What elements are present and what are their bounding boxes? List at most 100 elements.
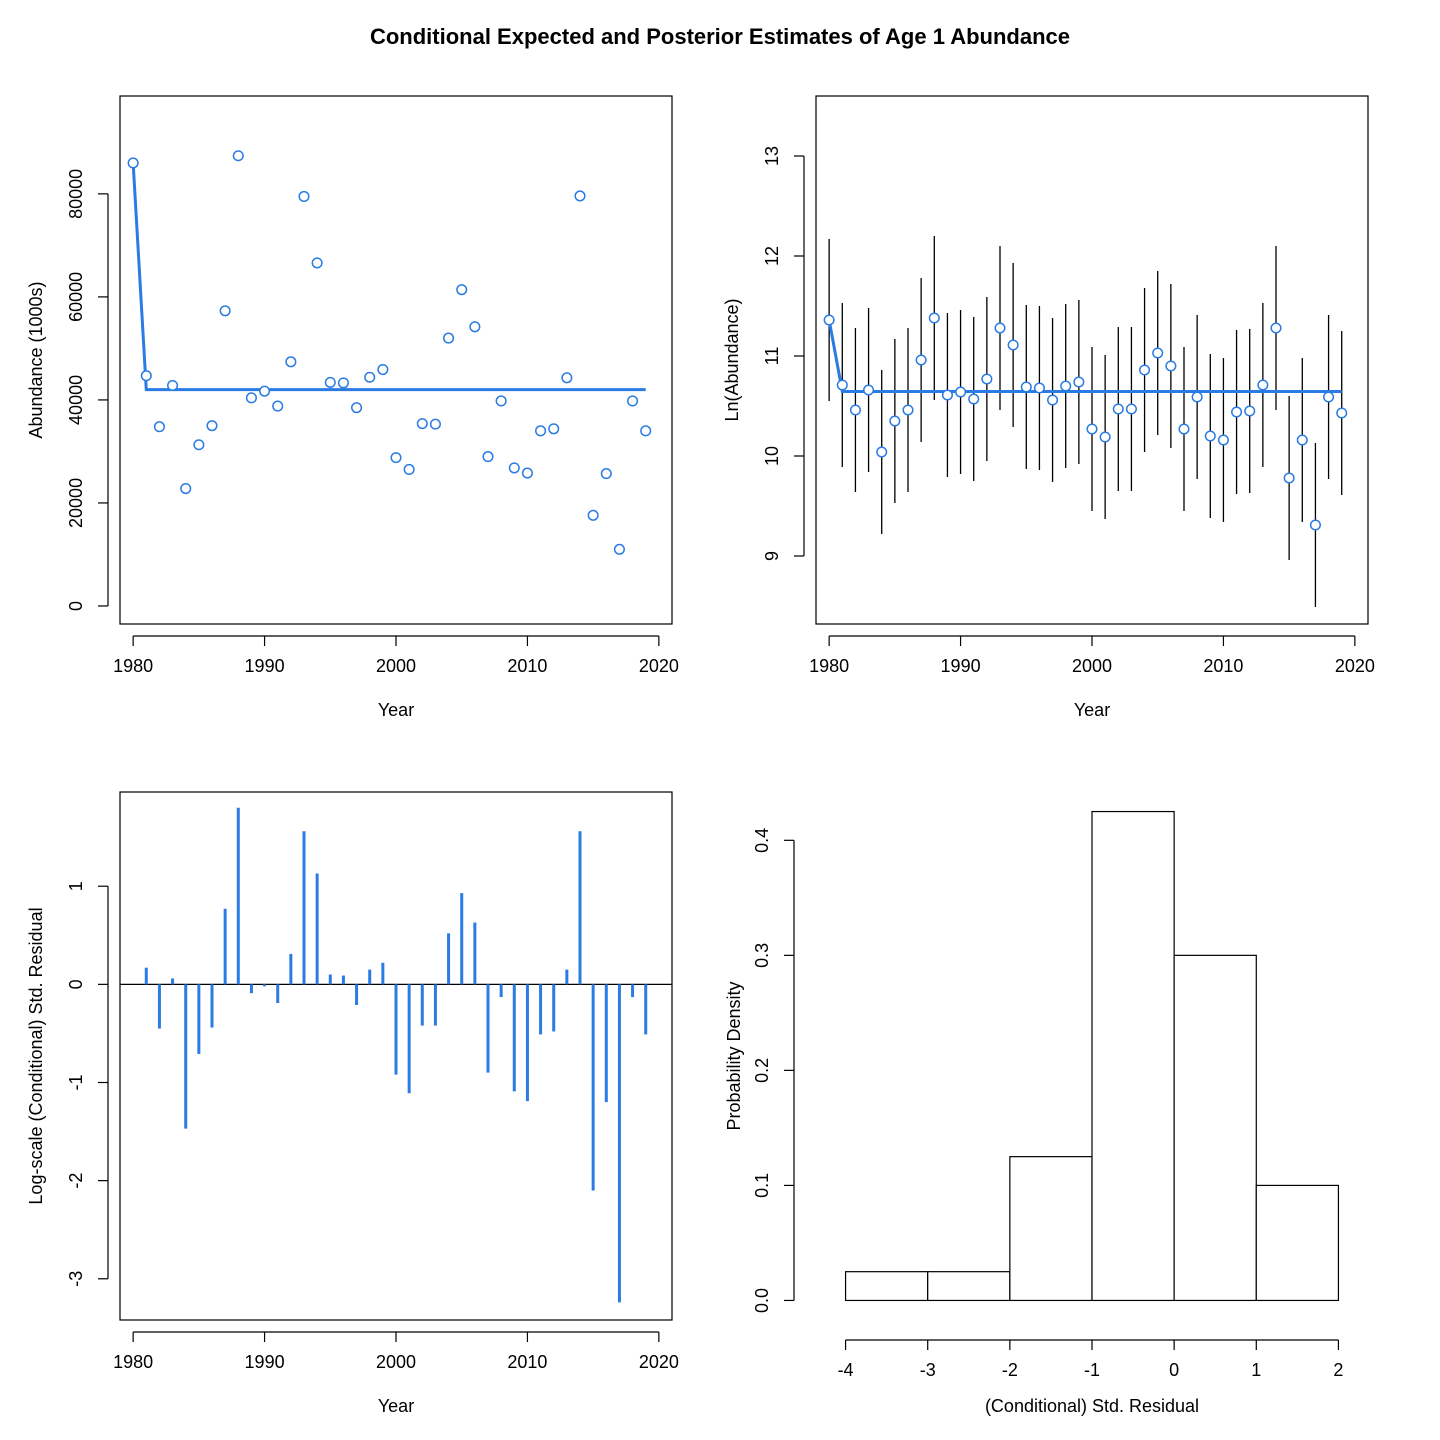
posterior-point <box>941 389 953 401</box>
posterior-point <box>535 425 547 437</box>
y-tick-label: 9 <box>762 551 782 561</box>
x-axis-label: Year <box>1074 700 1110 720</box>
posterior-point <box>1112 403 1124 415</box>
posterior-point <box>1217 434 1229 446</box>
posterior-point <box>1165 360 1177 372</box>
posterior-point <box>994 322 1006 334</box>
posterior-point <box>416 418 428 430</box>
y-tick-label: 60000 <box>66 272 86 322</box>
posterior-point <box>127 157 139 169</box>
y-tick-label: 20000 <box>66 478 86 528</box>
posterior-point <box>1257 379 1269 391</box>
posterior-point <box>285 356 297 368</box>
x-tick-label: 1990 <box>941 656 981 676</box>
posterior-point <box>443 332 455 344</box>
chart-title: Conditional Expected and Posterior Estim… <box>369 24 1071 49</box>
histogram-bar <box>1091 810 1175 1302</box>
x-tick-label: -4 <box>838 1360 854 1380</box>
y-axis-label: Probability Density <box>724 981 744 1130</box>
posterior-point <box>259 385 271 397</box>
plot-frame <box>119 791 673 1321</box>
y-axis-label: Log-scale (Conditional) Std. Residual <box>26 907 46 1204</box>
posterior-point <box>1099 431 1111 443</box>
posterior-point <box>232 150 244 162</box>
posterior-point <box>1020 381 1032 393</box>
x-tick-label: -3 <box>920 1360 936 1380</box>
posterior-point <box>548 423 560 435</box>
plot-frame <box>815 95 1369 625</box>
posterior-point <box>1283 472 1295 484</box>
y-tick-label: 11 <box>762 347 782 366</box>
histogram-bar <box>1173 954 1257 1302</box>
x-tick-label: 1980 <box>113 656 153 676</box>
x-tick-label: 2010 <box>507 656 547 676</box>
posterior-point <box>337 377 349 389</box>
posterior-point <box>390 452 402 464</box>
y-tick-label: -3 <box>66 1271 86 1287</box>
posterior-point <box>206 420 218 432</box>
posterior-point <box>351 402 363 414</box>
posterior-point <box>272 400 284 412</box>
posterior-point <box>1204 430 1216 442</box>
x-tick-label: 1990 <box>245 656 285 676</box>
posterior-point <box>863 384 875 396</box>
y-axis-label: Ln(Abundance) <box>722 298 742 421</box>
posterior-point <box>613 543 625 555</box>
posterior-point <box>324 376 336 388</box>
y-tick-label: -1 <box>66 1074 86 1090</box>
y-axis-label: Abundance (1000s) <box>26 281 46 438</box>
x-axis-label: (Conditional) Std. Residual <box>985 1396 1199 1416</box>
x-tick-label: 1990 <box>245 1352 285 1372</box>
posterior-point <box>193 439 205 451</box>
posterior-point <box>1323 391 1335 403</box>
posterior-point <box>1178 423 1190 435</box>
posterior-point <box>245 392 257 404</box>
x-tick-label: 1980 <box>809 656 849 676</box>
posterior-point <box>1231 406 1243 418</box>
panel-abundance: 1980 1990 2000 2010 2020 0 20000 40000 60000 8000… <box>26 95 679 720</box>
y-tick-label: 40000 <box>66 375 86 425</box>
panel-residuals: 1980 1990 2000 2010 2020 -3 -2 -1 0 1 Year Log-scal… <box>26 791 679 1416</box>
posterior-point <box>1139 364 1151 376</box>
posterior-point <box>587 509 599 521</box>
panel-histogram: -4 -3 -2 -1 0 1 2 0.0 0.1 0.2 0.3 0.4 (Conditional) … <box>724 810 1343 1416</box>
y-tick-label: 0.1 <box>752 1173 772 1198</box>
x-tick-label: 2000 <box>376 656 416 676</box>
posterior-point <box>981 373 993 385</box>
posterior-point <box>915 354 927 366</box>
histogram-bar <box>1255 1184 1340 1302</box>
posterior-point <box>377 363 389 376</box>
y-tick-label: 0.4 <box>752 828 772 853</box>
posterior-point <box>836 379 848 391</box>
posterior-point <box>469 321 481 333</box>
x-tick-label: 2010 <box>507 1352 547 1372</box>
histogram-bar <box>927 1271 1011 1302</box>
posterior-point <box>640 425 652 437</box>
posterior-point <box>1047 394 1059 406</box>
y-tick-label: 10 <box>762 446 782 466</box>
plot-frame <box>119 95 673 625</box>
posterior-point <box>1060 380 1072 392</box>
posterior-point <box>849 404 861 416</box>
expected-line <box>131 162 646 392</box>
posterior-point <box>1086 423 1098 435</box>
posterior-point <box>153 421 165 433</box>
posterior-point <box>521 467 533 479</box>
y-tick-label: 0.2 <box>752 1058 772 1083</box>
x-tick-label: 2010 <box>1203 656 1243 676</box>
y-tick-label: 0.3 <box>752 943 772 968</box>
y-tick-label: 0 <box>66 979 86 989</box>
histogram-bar <box>844 1271 929 1302</box>
posterior-point <box>1191 391 1203 403</box>
posterior-point <box>1152 347 1164 359</box>
posterior-point <box>889 415 901 427</box>
posterior-point <box>876 446 888 458</box>
posterior-point <box>561 372 573 384</box>
posterior-point <box>823 314 835 326</box>
posterior-point <box>968 393 980 405</box>
x-tick-label: 0 <box>1169 1360 1179 1380</box>
posterior-point <box>902 404 914 416</box>
posterior-point <box>403 463 415 476</box>
posterior-point <box>627 395 639 407</box>
posterior-point <box>482 451 494 463</box>
